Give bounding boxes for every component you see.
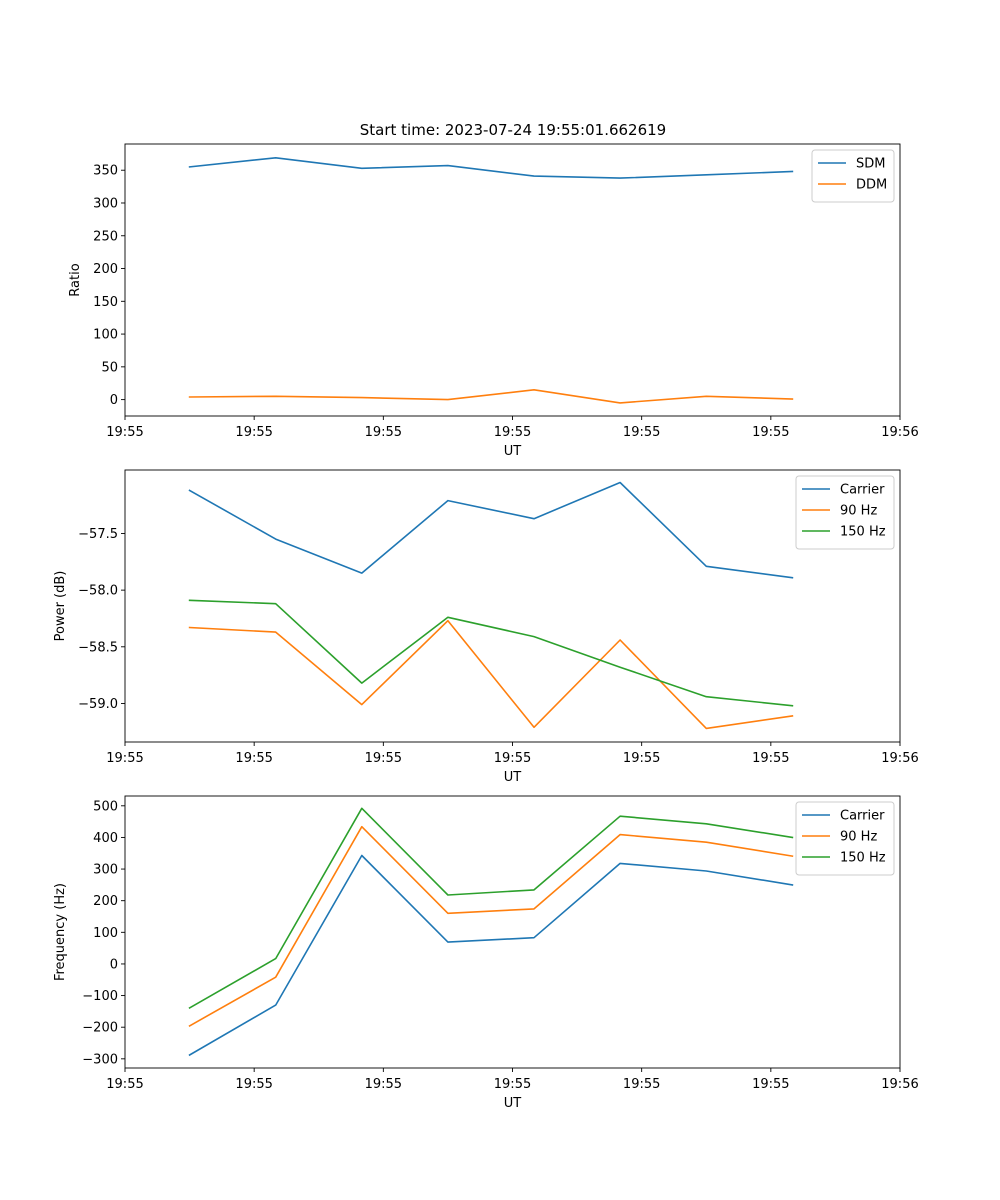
x-tick-label: 19:55 xyxy=(752,1077,789,1092)
x-axis-label: UT xyxy=(504,444,522,459)
y-tick-label: 200 xyxy=(93,894,118,909)
legend-label-carrier: Carrier xyxy=(840,809,885,824)
subplot-3: 19:55 19:55 19:55 19:55 19:55 19:55 19:56 −300 −… xyxy=(53,795,919,1111)
y-tick-label: −200 xyxy=(82,1021,118,1036)
legend-label-carrier: Carrier xyxy=(840,483,885,498)
series-line-150-hz xyxy=(188,807,794,1009)
x-tick-label: 19:55 xyxy=(623,1077,660,1092)
series-line-150-hz xyxy=(188,599,794,707)
x-tick-label: 19:55 xyxy=(623,751,660,766)
x-tick-label: 19:55 xyxy=(365,751,402,766)
x-tick-label: 19:55 xyxy=(235,425,272,440)
y-axis-label: Frequency (Hz) xyxy=(53,883,68,981)
legend-label-150-hz: 150 Hz xyxy=(840,525,886,540)
x-tick-label: 19:55 xyxy=(623,425,660,440)
x-tick-label: 19:55 xyxy=(235,1077,272,1092)
y-tick-label: 0 xyxy=(110,393,118,408)
x-tick-label: 19:55 xyxy=(365,1077,402,1092)
x-tick-label: 19:55 xyxy=(106,751,143,766)
y-tick-label: 300 xyxy=(93,196,118,211)
subplot-1: 19:55 19:55 19:55 19:55 19:55 19:55 19:56 0 50 10… xyxy=(68,143,919,459)
y-tick-label: 500 xyxy=(93,799,118,814)
y-tick-label: −58.0 xyxy=(78,584,118,599)
y-tick-label: 100 xyxy=(93,328,118,343)
y-tick-label: −100 xyxy=(82,989,118,1004)
series-line-sdm xyxy=(188,157,794,179)
legend-label-ddm: DDM xyxy=(856,178,887,193)
x-tick-label: 19:55 xyxy=(235,751,272,766)
x-tick-label: 19:55 xyxy=(106,425,143,440)
x-tick-label: 19:55 xyxy=(752,751,789,766)
legend-label-90-hz: 90 Hz xyxy=(840,504,877,519)
y-tick-label: 100 xyxy=(93,926,118,941)
y-tick-label: 200 xyxy=(93,262,118,277)
series-line-90-hz xyxy=(188,825,794,1027)
subplot-2: 19:55 19:55 19:55 19:55 19:55 19:55 19:56 −57.5… xyxy=(53,469,919,785)
y-tick-label: 250 xyxy=(93,229,118,244)
x-tick-label: 19:55 xyxy=(106,1077,143,1092)
x-tick-label: 19:55 xyxy=(365,425,402,440)
y-axis-label: Power (dB) xyxy=(53,571,68,642)
x-tick-label: 19:55 xyxy=(494,425,531,440)
y-tick-label: 50 xyxy=(101,360,118,375)
figure-title: Start time: 2023-07-24 19:55:01.662619 xyxy=(360,121,666,139)
x-tick-label: 19:55 xyxy=(752,425,789,440)
subplots: 19:55 19:55 19:55 19:55 19:55 19:55 19:56 0 50 10… xyxy=(53,143,919,1111)
y-tick-label: 0 xyxy=(110,957,118,972)
y-tick-label: −58.5 xyxy=(78,640,118,655)
x-axis-label: UT xyxy=(504,1096,522,1111)
y-axis-label: Ratio xyxy=(68,263,83,296)
legend: SDM DDM xyxy=(811,149,895,203)
legend-label-150-hz: 150 Hz xyxy=(840,851,886,866)
y-tick-label: 400 xyxy=(93,831,118,846)
y-tick-label: 300 xyxy=(93,863,118,878)
y-tick-label: −300 xyxy=(82,1052,118,1067)
legend-label-90-hz: 90 Hz xyxy=(840,830,877,845)
y-tick-label: 350 xyxy=(93,164,118,179)
y-tick-label: −59.0 xyxy=(78,697,118,712)
legend: Carrier 90 Hz 150 Hz xyxy=(795,801,895,876)
x-tick-label: 19:55 xyxy=(494,1077,531,1092)
x-tick-label: 19:56 xyxy=(881,425,918,440)
y-tick-label: 150 xyxy=(93,295,118,310)
x-tick-label: 19:55 xyxy=(494,751,531,766)
y-tick-label: −57.5 xyxy=(78,527,118,542)
legend-label-sdm: SDM xyxy=(856,157,885,172)
series-line-ddm xyxy=(188,388,794,404)
legend: Carrier 90 Hz 150 Hz xyxy=(795,475,895,550)
series-line-carrier xyxy=(188,481,794,579)
series-line-carrier xyxy=(188,854,794,1057)
x-tick-label: 19:56 xyxy=(881,1077,918,1092)
x-tick-label: 19:56 xyxy=(881,751,918,766)
series-line-90-hz xyxy=(188,619,794,730)
x-axis-label: UT xyxy=(504,770,522,785)
